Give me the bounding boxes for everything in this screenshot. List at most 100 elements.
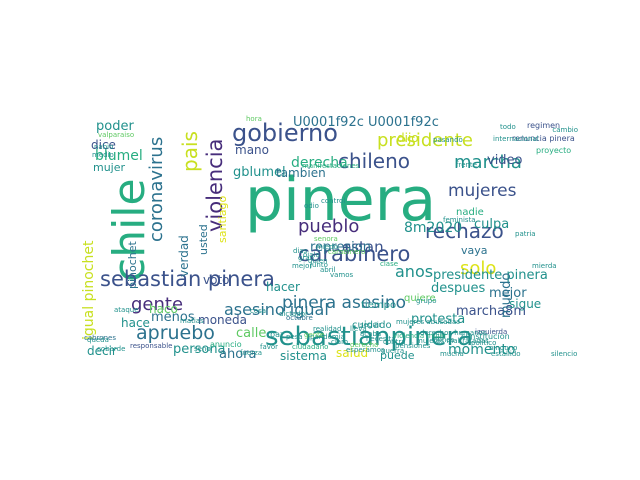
cloud-word: seguir [360,321,382,329]
cloud-word: hace [121,316,150,330]
cloud-word: control [321,197,346,205]
cloud-word: hacer [266,280,300,294]
cloud-word: protesta [411,312,466,327]
cloud-word: pandemia [310,333,345,341]
cloud-word: gobierno [232,119,338,147]
cloud-word: momento [448,342,516,358]
cloud-word: renuncia pinera [512,134,575,143]
cloud-word: voto [203,273,230,287]
cloud-word: politico [471,339,497,347]
cloud-word: asesino igual [224,300,329,319]
cloud-word: mujeres abusadas [396,318,460,326]
cloud-word: lleva [350,325,367,333]
cloud-word: poder [96,119,134,134]
cloud-word: pinera [245,165,437,235]
cloud-word: pinera asesino [282,293,407,313]
cloud-word: senora [314,235,338,243]
cloud-word: mano [235,143,269,157]
cloud-word: carabinero [328,248,366,256]
cloud-word: verdad [177,235,191,277]
cloud-word: gente [304,331,325,339]
cloud-word: regimen [527,121,561,130]
cloud-word: violencia mujer [393,332,447,340]
cloud-word: derecha [291,155,348,171]
cloud-word: dijo [397,131,419,145]
cloud-word: mujer [93,161,126,174]
cloud-word: decir [87,344,117,358]
cloud-word: igual pinochet [81,240,97,340]
cloud-word: mucha [440,350,464,358]
cloud-word: ahora [219,347,257,362]
cloud-word: cuidado [352,320,392,331]
cloud-word: tiempo [361,300,397,311]
cloud-word: nadie [456,207,484,218]
cloud-word: apruebo [136,322,215,344]
cloud-word: pensiones [395,342,431,350]
cloud-word: favor [260,343,279,351]
cloud-word: mujeres [448,181,517,201]
cloud-word: presidente [377,130,473,151]
cloud-word: esperamos [346,346,385,354]
cloud-word: dictador [279,310,308,318]
cloud-word: frente [456,161,477,169]
cloud-word: video [487,153,523,168]
cloud-word: feminista [443,216,476,224]
cloud-word: derechos humanos [420,329,487,337]
cloud-word: junto [310,261,328,269]
cloud-word: sigue [509,297,542,311]
cloud-word: ciudadano [292,343,329,351]
cloud-word: gran [298,254,315,262]
cloud-word: pinochet [126,241,139,289]
cloud-word: menos [151,310,195,325]
cloud-word: cosa [250,307,267,315]
cloud-word: tambien [276,166,326,180]
cloud-word: pasando [433,136,463,144]
cloud-word: moneda [198,313,247,327]
cloud-word: derecho [350,341,379,349]
cloud-word: senor [194,345,214,353]
cloud-word: chileno [338,149,411,173]
cloud-word: odio [304,202,319,210]
cloud-word: vaya [461,244,488,257]
cloud-word: internacional [493,135,539,143]
cloud-word: pais [178,131,202,172]
cloud-word: 8m2020 [404,220,463,236]
cloud-word: rechazo [425,219,504,243]
cloud-word: quiere [404,293,436,304]
cloud-word: valparaiso [98,131,135,139]
cloud-word: constitucion [461,332,510,341]
cloud-word: santiago [216,195,229,243]
cloud-word: sebastian pinera [100,267,275,291]
cloud-word: mierda [532,262,557,270]
cloud-word: mejor [489,286,527,301]
cloud-word: nunca [433,336,455,344]
cloud-word: blumel [95,148,143,164]
cloud-word: realidad [313,325,342,333]
cloud-word: clase [380,260,399,268]
cloud-word: dias [293,247,308,255]
word-cloud: pinera chile sebastianpinera gobierno sebast… [80,104,580,370]
cloud-word: anos [395,262,434,281]
cloud-word: dice [91,138,116,152]
cloud-word: todo [500,123,516,131]
cloud-word: nabio [94,143,114,151]
cloud-word: marcha8m [456,304,526,319]
cloud-word: sistema [280,349,327,363]
cloud-word: estan [342,238,384,256]
cloud-word: acaba [360,330,382,338]
cloud-word: quien [308,257,328,265]
cloud-word: patria [515,230,536,238]
cloud-word: salud [336,346,369,360]
cloud-word: queda [87,336,109,344]
cloud-word: claro [331,338,349,346]
cloud-word: usted [197,224,210,255]
cloud-word: vamos [330,271,354,279]
cloud-word: hora [246,115,262,123]
cloud-word: pesa [286,333,303,341]
cloud-word: culpa [474,217,510,232]
cloud-word: cobarde [97,345,126,353]
cloud-word: medio [92,151,114,159]
cloud-word: miedo [316,243,338,251]
cloud-word: marcha [454,152,522,173]
cloud-word: mujeres maltratadas [416,337,489,345]
